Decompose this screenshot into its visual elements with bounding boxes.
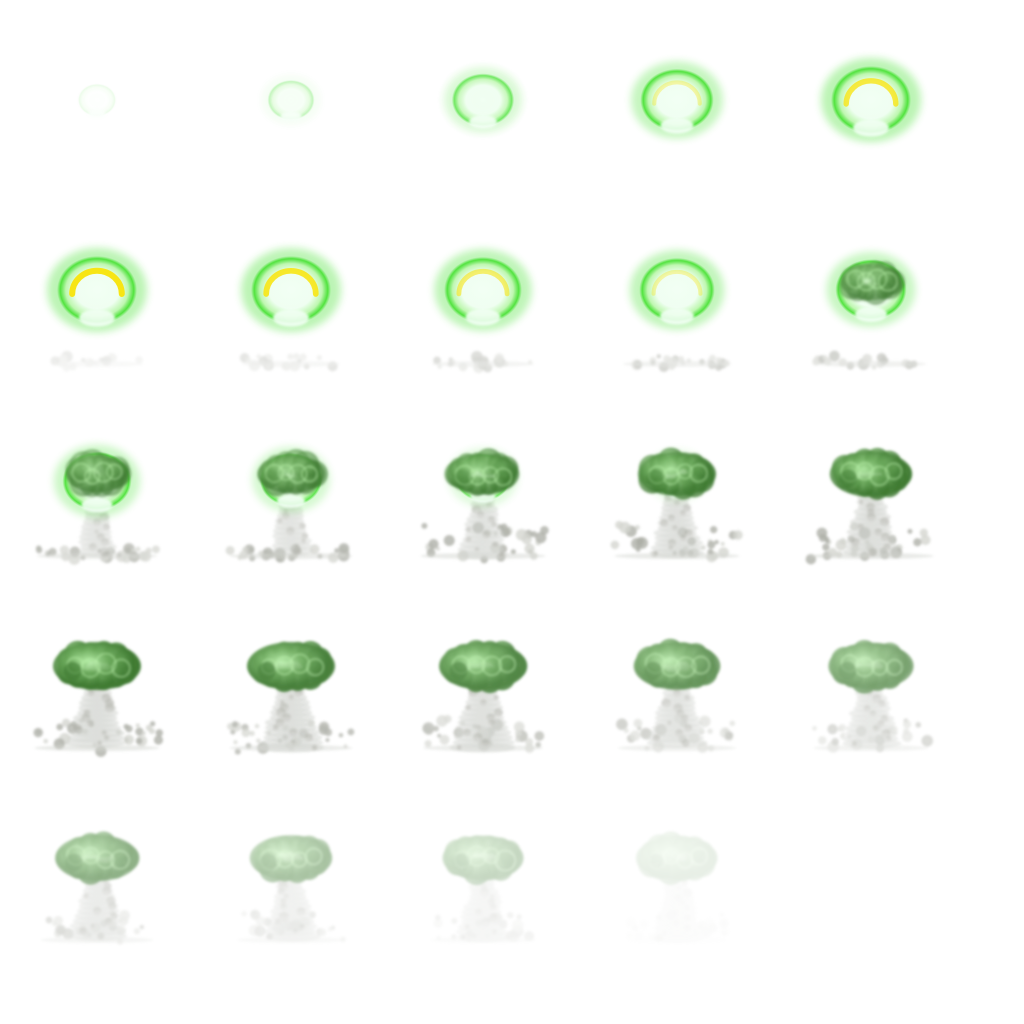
debris-cloud [812,350,926,370]
mushroom-cap [249,835,333,884]
sprite-frame [194,414,388,608]
explosion-frame-art [47,248,147,372]
explosion-frame-art [33,640,164,757]
fireball-glow [631,61,723,139]
mushroom-cap [444,448,520,496]
fireball-glow [821,58,921,142]
fireball-glow [629,250,725,330]
sprite-frame [386,414,580,608]
explosion-frame-art [635,831,718,943]
mushroom-cap [53,640,141,691]
sprite-frame [194,606,388,800]
fireball-glow [434,249,532,331]
sprite-frame [774,222,968,416]
explosion-frame-art [77,83,117,118]
sprite-frame [194,798,388,992]
explosion-frame-art [812,252,926,370]
explosion-frame-art [812,639,933,753]
debris-cloud [239,352,340,372]
sprite-frame [774,606,968,800]
sprite-frame [194,222,388,416]
explosion-frame-art [444,67,522,133]
debris-cloud [50,350,144,372]
smoke-stem [455,857,512,942]
sprite-frame [0,30,194,224]
mushroom-cap [635,831,718,885]
explosion-frame-art [610,447,743,563]
sprite-frame [386,606,580,800]
explosion-frame-art [805,447,934,565]
sprite-frame [580,414,774,608]
explosion-frame-art [631,61,723,139]
explosion-frame-art [35,444,160,565]
fireball-glow [241,248,341,332]
sprite-frame [774,414,968,608]
explosion-frame-art [431,249,535,374]
mushroom-cap [439,639,528,694]
sprite-frame [774,30,968,224]
mushroom-cap [55,831,140,885]
explosion-frame-art [261,75,321,125]
fireball-glow [47,248,147,332]
sprite-frame [386,798,580,992]
fireball-glow [261,75,321,125]
explosion-frame-art [430,835,536,943]
sprite-frame [0,606,194,800]
explosion-frame-art [623,250,731,373]
mushroom-cap [442,835,524,886]
explosion-frame-art [227,641,355,755]
sprite-frame [194,30,388,224]
sprite-frame [0,798,194,992]
explosion-frame-art [420,448,549,564]
explosion-frame-art [422,639,545,753]
sprite-frame [386,30,580,224]
fireball-glow [77,83,117,118]
mushroom-cap [633,638,721,690]
mushroom-cap [65,449,132,498]
explosion-frame-art [225,446,353,563]
sprite-frame [0,414,194,608]
smoke-stem [652,858,704,943]
debris-cloud [431,351,535,374]
debris-cloud [623,354,731,373]
explosion-frame-art [821,58,921,142]
debris-cloud [33,717,164,757]
sprite-frame [580,798,774,992]
explosion-frame-art [616,638,736,753]
mushroom-cap [257,449,328,497]
sprite-frame [580,30,774,224]
mushroom-cap [839,260,906,306]
mushroom-cap [829,447,913,500]
sprite-frame [580,222,774,416]
explosion-frame-art [237,835,346,943]
smoke-stem [646,663,708,748]
mushroom-cap [828,639,914,694]
sprite-frame [0,222,194,416]
sprite-frame [580,606,774,800]
mushroom-cap [247,641,335,693]
explosion-frame-art [40,831,154,945]
smoke-stem [649,473,704,558]
smoke-stem [842,472,900,557]
explosion-frame-art [239,248,341,372]
fireball-glow [444,67,522,133]
sprite-frame [386,222,580,416]
mushroom-cap [637,447,717,500]
